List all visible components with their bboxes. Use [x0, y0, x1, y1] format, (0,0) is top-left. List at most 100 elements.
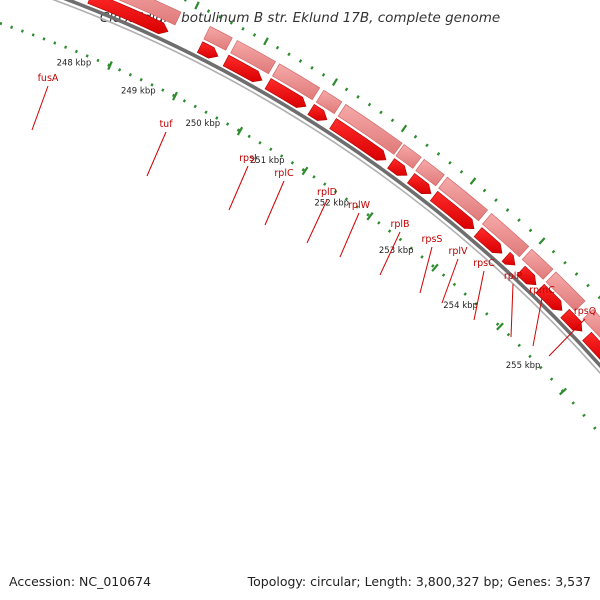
dotted-ring-layer	[0, 0, 600, 430]
gene-segment-light	[395, 144, 422, 169]
outer-tick-mark	[469, 177, 477, 185]
gene-leader-line	[419, 246, 433, 294]
gene-arrow-red	[516, 265, 537, 286]
backbone-inner-line	[51, 0, 600, 375]
gene-arrow-red	[329, 118, 387, 161]
gene-arrow-red	[535, 283, 563, 311]
scale-dot	[85, 54, 89, 58]
scale-dot	[161, 88, 165, 92]
outer-tick-mark	[229, 20, 234, 25]
outer-tick-mark	[425, 143, 429, 148]
gene-leader-line	[379, 231, 401, 276]
outer-tick-mark	[505, 208, 510, 212]
kbp-label: 248 kbp	[57, 58, 92, 68]
scale-dot	[107, 63, 111, 67]
scale-dot	[431, 264, 435, 268]
scale-dot	[258, 141, 262, 145]
scale-dot	[366, 213, 370, 217]
kbp-label: 251 kbp	[250, 156, 285, 166]
gene-leader-line	[532, 297, 543, 347]
gene-label: rplB	[390, 219, 409, 230]
gene-leader-line	[146, 131, 167, 177]
scale-dot	[301, 167, 305, 172]
gene-label: rplC	[274, 168, 294, 179]
outer-tick-mark	[344, 87, 349, 92]
gene-leader-line	[548, 318, 586, 357]
scale-dot	[290, 160, 295, 165]
scale-dot	[247, 134, 251, 139]
gene-arrow-red	[387, 158, 408, 176]
gene-arrow-red	[307, 103, 328, 121]
outer-tick-mark	[586, 283, 590, 288]
scale-dot	[528, 354, 532, 359]
scale-dot	[593, 426, 597, 430]
outer-tick-mark	[275, 45, 280, 50]
scale-major-tick	[558, 387, 568, 396]
backbone-outer-line	[63, 0, 600, 369]
outer-tick-mark	[218, 14, 222, 19]
outer-tick-mark	[400, 124, 408, 133]
scale-dot	[96, 58, 100, 63]
gene-segment-light	[582, 308, 600, 338]
gene-label: rpsQ	[574, 306, 596, 317]
gene-arrow-red	[222, 54, 263, 83]
scale-major-tick	[496, 322, 504, 331]
gene-segment-light	[415, 158, 445, 187]
kbp-label: 255 kbp	[506, 361, 541, 371]
gene-leader-line	[441, 258, 459, 304]
outer-tick-mark	[287, 52, 291, 57]
outer-tick-mark	[379, 110, 383, 115]
scale-dot	[139, 77, 143, 82]
scale-dot	[74, 49, 78, 54]
gene-segment-light	[482, 213, 530, 258]
scale-dot	[398, 237, 403, 242]
scale-dot	[517, 343, 521, 348]
scale-dot	[344, 197, 349, 201]
scale-dot	[53, 41, 57, 45]
outer-tick-mark	[413, 134, 418, 139]
outer-tick-mark	[494, 198, 498, 203]
scale-dot	[182, 99, 186, 103]
gene-segment-light	[545, 271, 586, 312]
gene-arrow-red	[560, 308, 583, 332]
scale-dot	[506, 332, 511, 337]
scale-dot	[215, 116, 219, 120]
kbp-label: 252 kbp	[314, 198, 349, 208]
scale-dot	[571, 401, 575, 405]
scale-dot	[279, 154, 284, 158]
outer-tick-mark	[459, 170, 464, 174]
gene-leader-line	[31, 85, 49, 131]
scale-dot	[377, 221, 381, 225]
gene-arrow-red	[473, 227, 503, 254]
scale-dot	[387, 229, 392, 233]
scale-dot	[20, 29, 24, 33]
gene-segment-light	[337, 103, 403, 155]
gene-segment-light	[315, 89, 343, 115]
outer-tick-mark	[574, 272, 579, 276]
genome-stats-text: Topology: circular; Length: 3,800,327 bp…	[247, 574, 591, 589]
gene-leader-line	[510, 283, 514, 338]
scale-dot	[236, 128, 241, 132]
label-layer: fusA tuf rpsJ rplC rplD rplW rplB rpsS rplV rpsC r…	[31, 73, 596, 357]
gene-leader-line	[228, 165, 249, 211]
outer-tick-mark	[310, 66, 314, 70]
gene-label: rplV	[448, 246, 468, 257]
gene-label: rpsC	[473, 258, 495, 269]
kbp-label: 250 kbp	[185, 119, 220, 129]
scale-dot	[128, 73, 132, 77]
scale-major-tick	[107, 61, 113, 71]
scale-major-tick	[172, 91, 178, 101]
gene-arrow-red	[582, 331, 600, 360]
scale-dot	[193, 104, 197, 109]
gene-segment-light	[521, 248, 554, 280]
scale-dot	[463, 292, 467, 296]
scale-major-tick	[431, 263, 439, 272]
outer-tick-mark	[241, 26, 245, 31]
gene-label: rplD	[317, 187, 337, 198]
scale-dot	[118, 68, 122, 72]
gene-label: rpmC	[529, 285, 555, 296]
outer-tick-mark	[298, 59, 303, 63]
outer-tick-mark	[263, 37, 269, 46]
accession-text: Accession: NC_010674	[9, 574, 152, 589]
